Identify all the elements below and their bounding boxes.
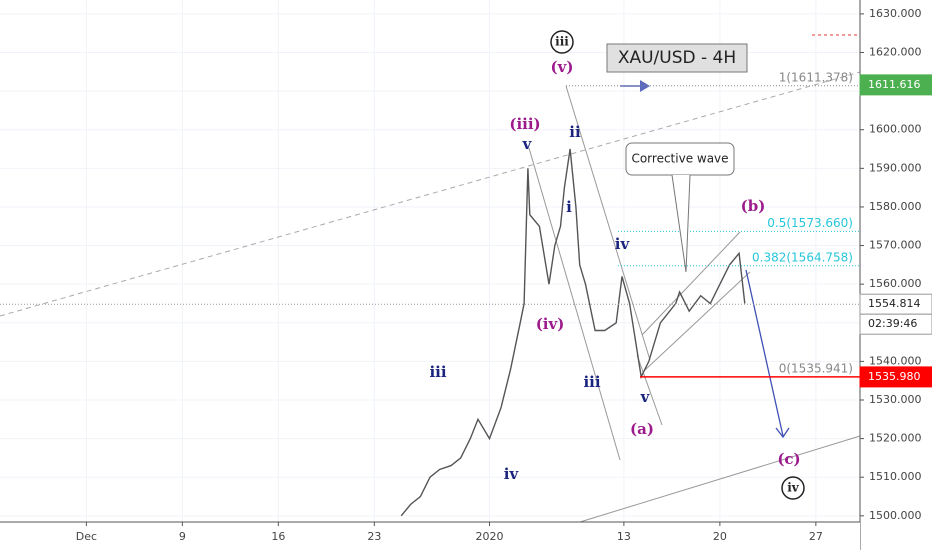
wave-label: v xyxy=(640,388,651,406)
trendline xyxy=(565,85,651,361)
projection-arrow xyxy=(745,269,784,437)
price-tag-label: 1611.616 xyxy=(868,78,921,91)
arrow-head xyxy=(775,427,790,439)
x-tick-label: 13 xyxy=(617,530,631,543)
wave-circle xyxy=(781,476,805,500)
y-tick-label: 1540.000 xyxy=(869,354,922,367)
wave-labels: iii(v)(iii) iiviiv(iv)iiiiiiv(a)iv(b)(c)i… xyxy=(429,35,800,495)
dashed-trendline xyxy=(0,71,861,317)
callout-text: Corrective wave xyxy=(631,152,728,166)
chart-title: XAU/USD - 4H xyxy=(618,48,736,68)
y-tick-label: 1500.000 xyxy=(869,509,922,522)
price-tag-label: 1535.980 xyxy=(868,370,921,383)
price-tag xyxy=(859,74,932,96)
time-axis xyxy=(0,522,860,550)
wave-label: iii xyxy=(555,35,569,49)
wave-label: v xyxy=(522,135,533,153)
y-tick-label: 1530.000 xyxy=(869,393,922,406)
y-tick-label: 1560.000 xyxy=(869,277,922,290)
channel-line xyxy=(641,231,741,336)
wave-label: (c) xyxy=(777,450,800,468)
y-tick-label: 1630.000 xyxy=(869,7,922,20)
y-tick-label: 1520.000 xyxy=(869,432,922,445)
wave-label: ii xyxy=(569,123,581,141)
title-box xyxy=(606,43,748,73)
wave-label: i xyxy=(566,198,572,216)
y-tick-label: 1600.000 xyxy=(869,123,922,136)
price-tag xyxy=(859,366,932,388)
plot-area: 1(1611.378) 0.5(1573.660) 0.382(1564.758) 0… xyxy=(0,70,860,517)
countdown: 02:39:46 xyxy=(868,317,917,330)
price-tag-label: 1554.814 xyxy=(868,297,921,310)
wave-label: (iv) xyxy=(536,315,565,333)
x-tick-label: 27 xyxy=(809,530,823,543)
y-tick-label: 1590.000 xyxy=(869,161,922,174)
wave-label: iv xyxy=(615,235,631,253)
wave-label: iii xyxy=(583,373,600,391)
channel-line xyxy=(644,271,751,371)
x-tick-label: 20 xyxy=(713,530,727,543)
axis-labels: 1500.000 1510.000 1520.000 1530.000 1540.000… xyxy=(76,7,932,543)
wave-label: iii xyxy=(429,363,446,381)
wave-label: (b) xyxy=(741,197,766,215)
trendline xyxy=(528,147,621,461)
fib-label: 1(1611.378) xyxy=(779,70,853,84)
fib-label: 0(1535.941) xyxy=(779,362,853,376)
x-tick-label: 23 xyxy=(367,530,381,543)
wave-label: (a) xyxy=(630,420,654,438)
x-tick-label: 9 xyxy=(179,530,186,543)
fib-label: 0.5(1573.660) xyxy=(767,216,853,230)
x-tick-label: 16 xyxy=(271,530,285,543)
wave-label: (iii) xyxy=(509,115,540,133)
wave-label: iv xyxy=(787,481,800,495)
fib-label: 0.382(1564.758) xyxy=(752,250,853,264)
y-tick-label: 1510.000 xyxy=(869,470,922,483)
countdown-tag xyxy=(859,313,932,335)
trendline xyxy=(579,435,861,523)
grid xyxy=(0,0,860,522)
wave-label: iv xyxy=(504,465,520,483)
wave-circle xyxy=(550,30,574,54)
y-tick-label: 1620.000 xyxy=(869,46,922,59)
wave-label: (v) xyxy=(551,58,574,76)
callout-pointer xyxy=(671,174,691,273)
trendline xyxy=(636,354,663,426)
x-tick-label: 2020 xyxy=(476,530,504,543)
y-tick-label: 1580.000 xyxy=(869,200,922,213)
price-line xyxy=(400,148,746,517)
y-tick-label: 1570.000 xyxy=(869,239,922,252)
x-tick-label: Dec xyxy=(76,530,97,543)
